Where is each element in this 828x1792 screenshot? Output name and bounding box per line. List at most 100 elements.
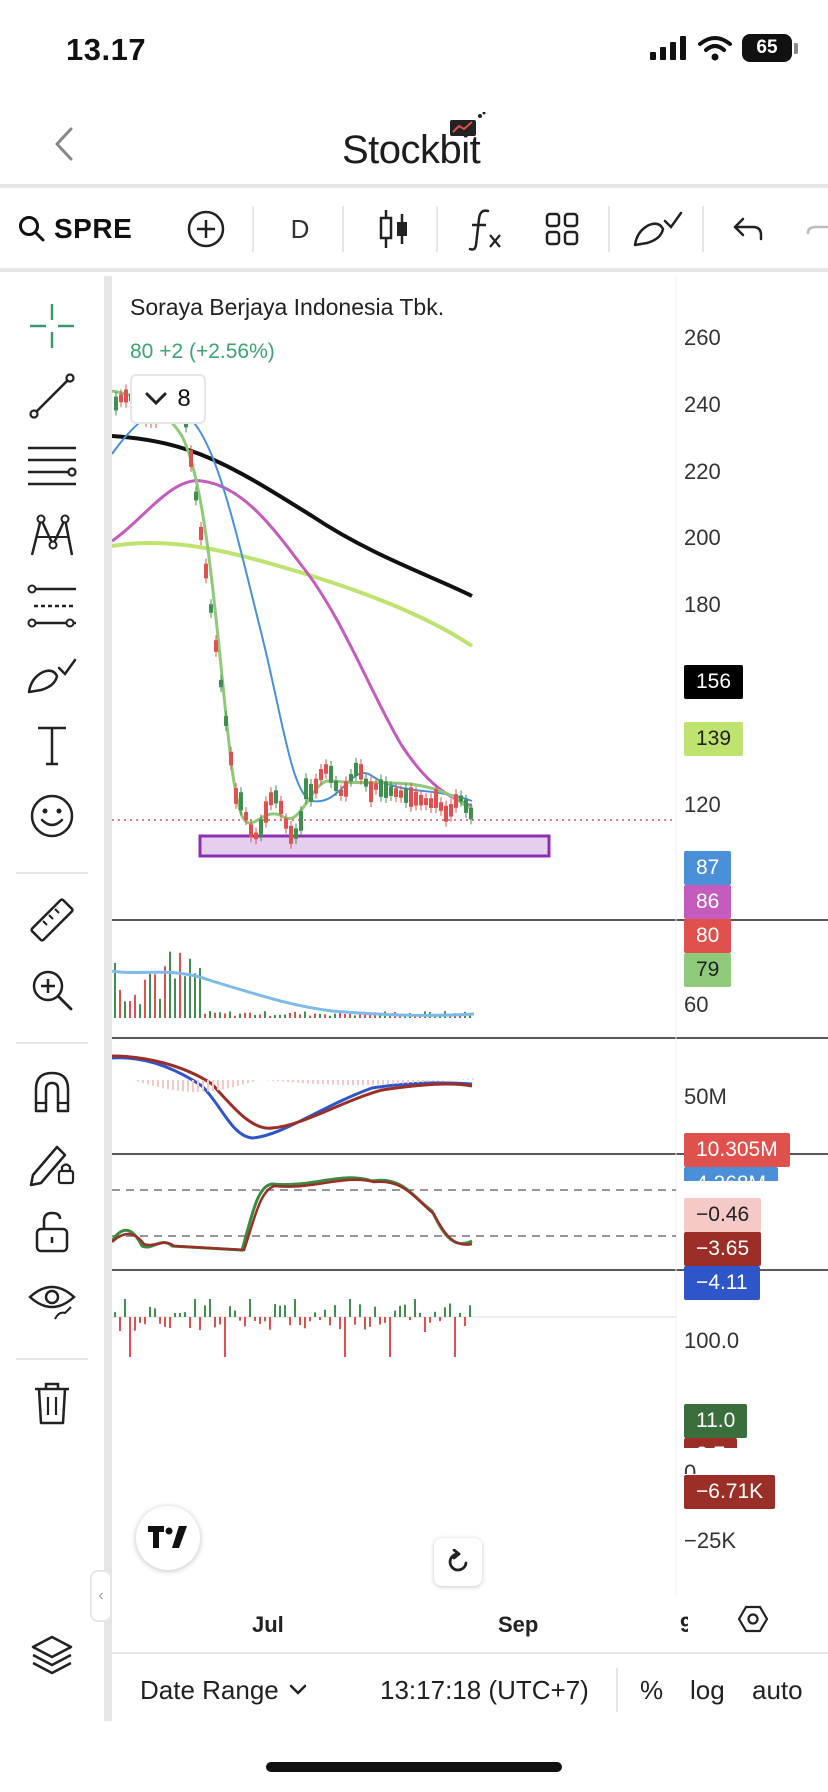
zoom-tool[interactable] — [22, 960, 82, 1020]
macd-histogram-bar — [232, 1080, 234, 1088]
osc-bar — [264, 1317, 266, 1322]
fib-retracement-tool[interactable] — [22, 436, 82, 496]
brush-icon — [27, 658, 77, 694]
object-tree-button[interactable] — [22, 1626, 82, 1686]
osc-bar — [319, 1317, 321, 1321]
text-tool[interactable] — [22, 716, 82, 776]
pattern-tool[interactable] — [22, 506, 82, 566]
battery-nub — [794, 42, 798, 54]
app-header: Stockbit — [0, 100, 828, 188]
macd-histogram-bar — [207, 1080, 209, 1092]
visibility-tool[interactable] — [22, 1272, 82, 1332]
macd-histogram-bar — [252, 1080, 254, 1082]
forecast-tool[interactable] — [22, 576, 82, 636]
emoji-tool[interactable] — [22, 786, 82, 846]
layouts-button[interactable] — [542, 192, 582, 266]
date-range-button[interactable]: Date Range — [140, 1654, 307, 1726]
candle-body — [224, 716, 228, 726]
symbol-search[interactable]: SPRE — [18, 192, 132, 266]
macd-histogram-bar — [407, 1080, 409, 1084]
timezone-clock[interactable]: 13:17:18 (UTC+7) — [380, 1674, 589, 1705]
candle-body — [309, 783, 313, 802]
volume-bar — [174, 978, 176, 1018]
volume-bar — [199, 967, 201, 1018]
measure-tool[interactable] — [22, 890, 82, 950]
candle-body — [409, 787, 413, 807]
chart-area[interactable]: Soraya Berjaya Indonesia Tbk. 80 +2 (+2.… — [112, 276, 828, 1652]
macd-histogram-bar — [327, 1080, 329, 1085]
macd-histogram-bar — [342, 1080, 344, 1085]
osc-bar — [114, 1312, 116, 1317]
crosshair-icon — [30, 304, 74, 348]
osc-bar — [244, 1317, 246, 1327]
macd-histogram-bar — [412, 1080, 414, 1083]
volume-bar — [139, 1004, 141, 1018]
macd-histogram-bar — [217, 1080, 219, 1091]
macd-histogram-bar — [417, 1080, 419, 1083]
candle-body — [384, 781, 388, 798]
osc-bar — [304, 1317, 306, 1329]
osc-bar — [334, 1305, 336, 1317]
auto-toggle[interactable]: auto — [752, 1674, 803, 1705]
volume-bar — [319, 1013, 321, 1018]
back-button[interactable] — [46, 122, 82, 166]
indicators-toggle[interactable]: 8 — [130, 374, 206, 424]
compare-button[interactable] — [184, 192, 228, 266]
redo-button[interactable] — [804, 192, 828, 266]
collapse-toolbar-handle[interactable]: ‹ — [90, 1570, 112, 1622]
macd-histogram-bar — [212, 1080, 214, 1091]
osc-bar — [414, 1299, 416, 1317]
refresh-icon — [448, 1549, 468, 1572]
percent-toggle[interactable]: % — [640, 1674, 664, 1705]
zoom-in-icon — [32, 970, 73, 1011]
candle-body — [359, 764, 363, 780]
candle-body — [459, 795, 463, 802]
macd-histogram-bar — [277, 1080, 279, 1082]
toolbar-border — [104, 276, 112, 1721]
osc-bar — [169, 1317, 171, 1328]
chart-settings-icon[interactable] — [738, 1604, 768, 1634]
candle-body — [434, 789, 438, 808]
log-toggle[interactable]: log — [690, 1674, 725, 1705]
ma-black-line — [112, 434, 473, 598]
macd-histogram-bar — [242, 1080, 244, 1085]
volume-bar — [239, 1013, 241, 1018]
lock-drawings-tool[interactable] — [22, 1132, 82, 1192]
interval-button[interactable]: D — [290, 213, 310, 244]
trend-line-tool[interactable] — [22, 366, 82, 426]
brush-tool[interactable] — [22, 646, 82, 706]
indicators-button[interactable] — [466, 192, 506, 266]
macd-histogram-bar — [387, 1080, 389, 1085]
osc-bar — [359, 1304, 361, 1317]
volume-bar — [354, 1015, 356, 1018]
osc-zero-label: 0 — [684, 1460, 697, 1474]
osc-bar — [279, 1305, 281, 1317]
crosshair-tool[interactable] — [22, 296, 82, 356]
macd-histogram-bar — [182, 1080, 184, 1092]
macd-histogram-bar — [237, 1080, 239, 1086]
smiley-icon — [30, 794, 74, 838]
candle-body — [379, 779, 383, 797]
candle-body — [314, 778, 318, 794]
tradingview-logo[interactable] — [136, 1506, 200, 1570]
osc-bar — [159, 1317, 161, 1324]
candle-body — [259, 819, 263, 837]
candle-body — [454, 794, 458, 808]
macd-histogram-bar — [437, 1080, 439, 1082]
chart-type-button[interactable] — [374, 192, 414, 266]
volume-bar — [234, 1015, 236, 1018]
macd-histogram-bar — [292, 1080, 294, 1083]
pattern-icon — [30, 514, 74, 556]
macd-histogram-bar — [222, 1080, 224, 1090]
macd-signal-badge: −3.65 — [684, 1232, 762, 1266]
magnet-tool[interactable] — [22, 1062, 82, 1122]
volume-bar — [259, 1014, 261, 1018]
candle-body — [114, 396, 118, 411]
reset-chart-button[interactable] — [434, 1538, 482, 1586]
unlock-tool[interactable] — [22, 1202, 82, 1262]
volume-bar — [114, 962, 116, 1018]
delete-tool[interactable] — [22, 1374, 82, 1434]
undo-button[interactable] — [728, 192, 768, 266]
layers-icon — [31, 1635, 73, 1675]
drawing-tools-button[interactable] — [630, 192, 686, 266]
